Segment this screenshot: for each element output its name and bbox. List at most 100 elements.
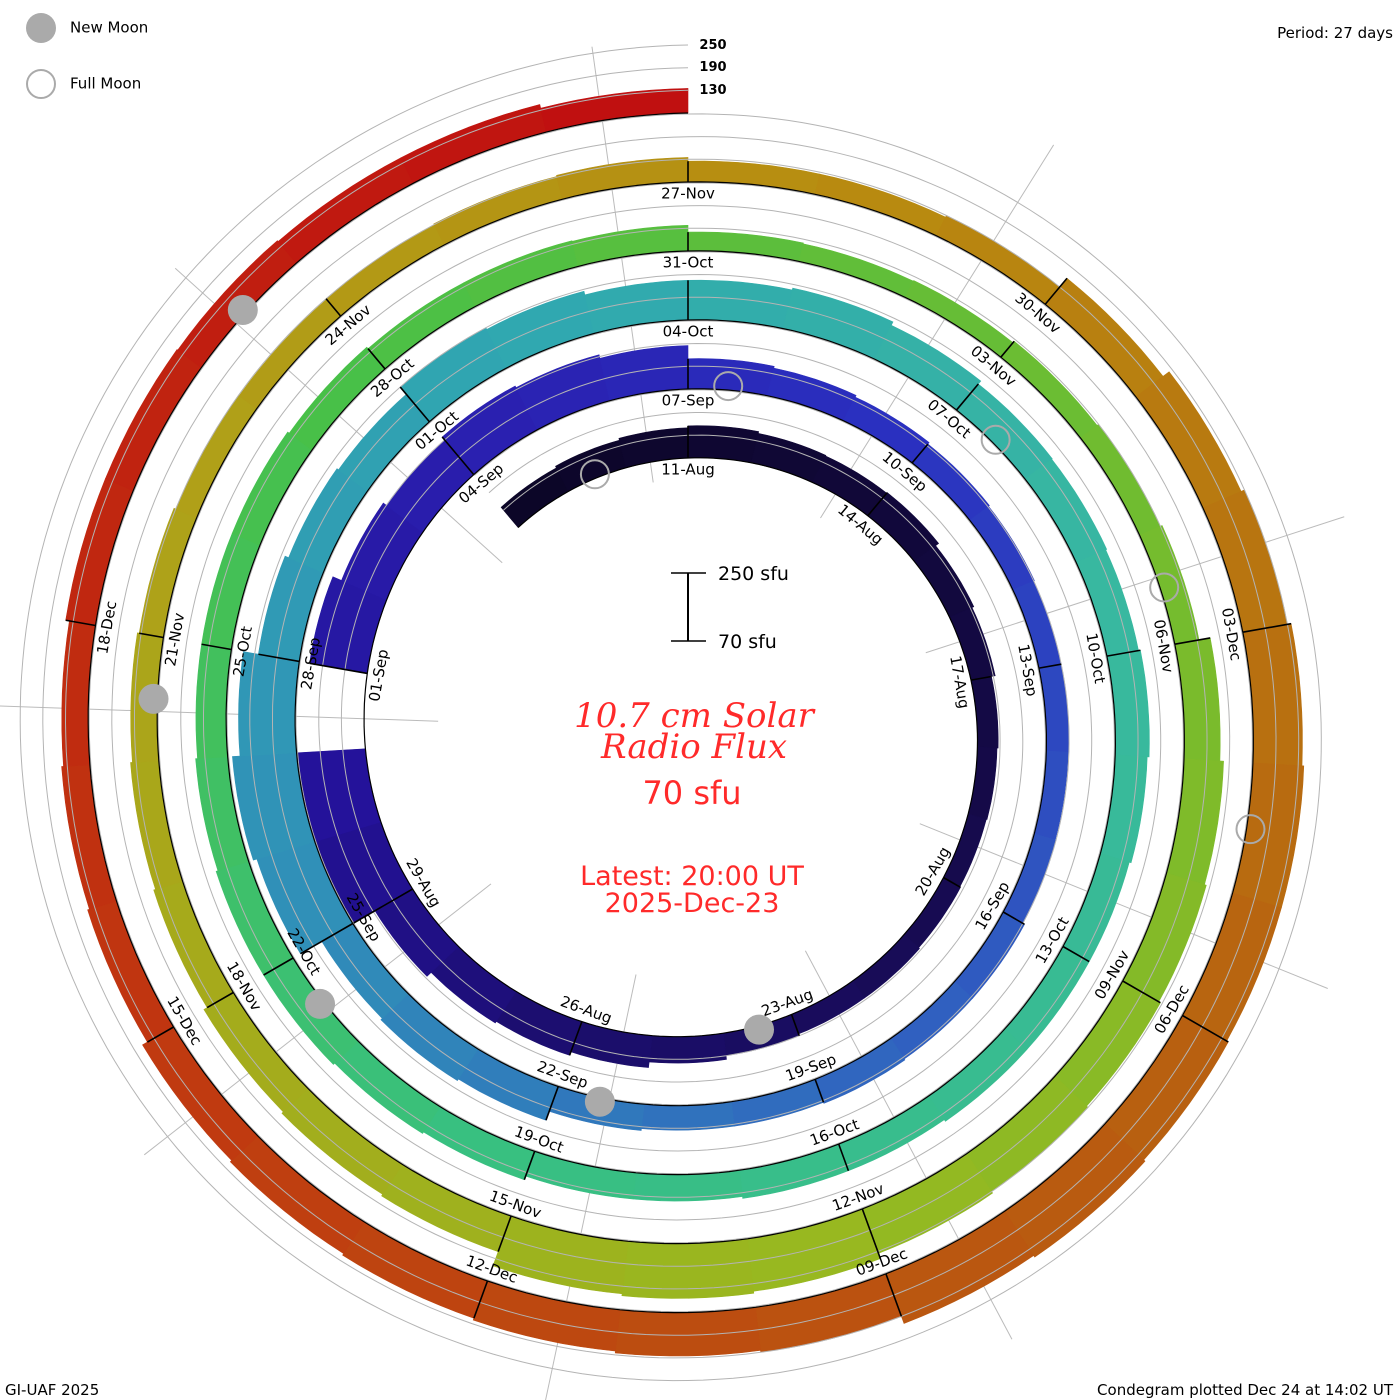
radial-grid-line	[925, 516, 1345, 654]
bar-separator	[1002, 911, 1025, 925]
flux-bar	[175, 394, 258, 519]
flux-bar	[277, 157, 414, 264]
full-moon-legend-label: Full Moon	[70, 75, 141, 93]
flux-bar	[970, 676, 999, 749]
flux-bar	[1122, 872, 1207, 1003]
flux-bar	[61, 620, 96, 767]
moon-markers	[138, 294, 1266, 1117]
scale-tick-190: 190	[699, 60, 726, 75]
latest-date: 2025-Dec-23	[605, 888, 780, 919]
bar-separator	[867, 492, 888, 517]
date-label: 07-Sep	[662, 392, 715, 410]
bar-separator	[65, 619, 96, 627]
scale-bar-top-label: 250 sfu	[718, 563, 789, 585]
bar-separator	[943, 876, 961, 889]
flux-bar	[570, 1021, 653, 1068]
full-moon-icon	[1235, 814, 1266, 845]
bar-separator	[1242, 622, 1292, 633]
new-moon-icon	[744, 1014, 775, 1045]
bar-separator	[399, 386, 430, 423]
bar-separator	[473, 1280, 489, 1319]
flux-bar	[814, 173, 947, 237]
flux-bar	[782, 287, 894, 360]
bar-separator	[790, 1014, 801, 1036]
bar-separator	[309, 662, 368, 675]
flux-bar	[555, 439, 627, 492]
flux-bar	[766, 367, 857, 422]
bar-separator	[263, 957, 294, 976]
scale-bar	[671, 572, 706, 642]
new-moon-legend-label: New Moon	[70, 19, 148, 37]
bar-separator	[206, 991, 234, 1009]
bar-separator	[258, 653, 300, 663]
flux-bar	[525, 1150, 637, 1200]
flux-bar	[87, 900, 175, 1043]
flux-bar	[814, 1037, 906, 1104]
scale-tick-250: 250	[699, 38, 726, 53]
flux-bar	[463, 240, 579, 307]
scale-bar-bottom-label: 70 sfu	[718, 631, 777, 653]
bar-separator	[911, 443, 929, 464]
bar-separator	[814, 1078, 825, 1103]
flux-bar	[890, 981, 973, 1060]
flux-bar	[325, 224, 445, 317]
bar-separator	[568, 1021, 583, 1056]
full-moon-icon	[579, 459, 610, 490]
date-label: 11-Aug	[661, 461, 714, 479]
bar-separator	[139, 632, 164, 639]
date-label: 31-Oct	[663, 254, 714, 272]
bar-separator	[1122, 980, 1161, 1004]
chart-title-line1: 10.7 cm Solar	[574, 696, 816, 736]
flux-bar	[928, 1028, 1028, 1122]
bar-separator	[147, 1026, 174, 1043]
flux-bar	[621, 1238, 755, 1299]
bar-separator	[441, 436, 475, 476]
flux-bar	[423, 1106, 536, 1181]
date-label: 04-Oct	[663, 323, 714, 341]
flux-bar	[1202, 489, 1288, 633]
latest-time: Latest: 20:00 UT	[580, 861, 804, 892]
flux-bar	[731, 1078, 824, 1127]
full-moon-icon	[1149, 572, 1180, 603]
new-moon-icon	[584, 1086, 615, 1117]
bar-separator	[1000, 340, 1015, 358]
bar-separator	[201, 643, 232, 651]
flux-bar	[380, 993, 479, 1082]
full-moon-legend-icon	[26, 69, 56, 99]
flux-bar	[750, 433, 827, 483]
current-flux-value: 70 sfu	[642, 774, 741, 812]
reference-spiral-250	[19, 44, 1322, 1382]
period-label: Period: 27 days	[1277, 24, 1393, 42]
bar-separator	[353, 888, 414, 924]
flux-bar	[400, 104, 547, 184]
full-moon-icon	[980, 424, 1011, 455]
flux-bar	[105, 349, 202, 492]
flux-bar	[433, 176, 563, 246]
footer-plotted: Condegram plotted Dec 24 at 14:02 UT	[1097, 1381, 1394, 1399]
date-label: 27-Nov	[661, 185, 715, 203]
reference-spiral-190	[42, 67, 1300, 1359]
new-moon-icon	[138, 683, 169, 714]
bar-separator	[970, 675, 992, 681]
flux-bar	[231, 431, 313, 546]
flux-bars	[61, 88, 1305, 1357]
flux-bar	[540, 88, 689, 133]
scale-tick-130: 130	[699, 83, 726, 98]
chart-title-line2: Radio Flux	[600, 727, 787, 767]
bar-separator	[1062, 945, 1090, 963]
bar-separator	[1044, 277, 1068, 305]
flux-bar	[798, 243, 914, 298]
flux-bar	[1079, 423, 1161, 536]
bar-separator	[497, 1215, 512, 1252]
flux-bar	[1100, 754, 1148, 864]
flux-bar	[1033, 750, 1069, 841]
new-moon-legend-icon	[26, 13, 56, 43]
bar-separator	[300, 922, 354, 955]
bar-separator	[1182, 1014, 1229, 1043]
bar-separator	[545, 1086, 560, 1121]
bar-separator	[861, 1208, 882, 1259]
new-moon-icon	[227, 294, 258, 325]
flux-bar	[852, 933, 920, 999]
